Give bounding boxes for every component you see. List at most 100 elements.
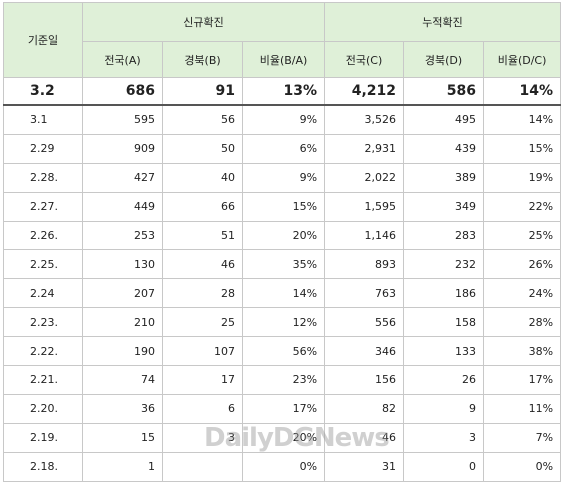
gyeongbuk-new-cell [162,451,243,482]
ratio-new-cell: 20% [241,422,326,453]
table-row: 2.29 909 50 6% 2,931 439 15% [3,133,562,164]
national-cum-cell: 893 [324,249,405,280]
gyeongbuk-cum-cell: 26 [403,365,485,395]
ratio-new-cell: 56% [241,336,326,367]
national-new-cell: 1 [82,451,163,482]
gyeongbuk-new-cell: 3 [162,422,243,453]
ratio-cum-cell: 15% [483,133,562,164]
ratio-cum-cell: 14% [483,104,562,135]
date-cell: 2.22. [3,336,83,367]
ratio-new-cell: 12% [241,307,326,338]
national-cum-cell: 4,212 [324,77,405,106]
gyeongbuk-new-cell: 46 [162,249,243,280]
table-row: 3.1 595 56 9% 3,526 495 14% [3,104,562,135]
national-new-cell: 253 [82,220,163,251]
gyeongbuk-cum-cell: 186 [403,278,485,309]
national-new-cell: 686 [82,77,163,106]
gyeongbuk-new-cell: 28 [162,278,243,309]
date-column-header: 기준일 [3,2,83,78]
date-cell: 3.2 [3,77,83,106]
date-cell: 2.26. [3,220,83,251]
date-cell: 2.27. [3,191,83,222]
ratio-cum-header: 비율(D/C) [483,41,562,78]
gyeongbuk-cum-cell: 9 [403,393,485,424]
date-cell: 2.25. [3,249,83,280]
gyeongbuk-new-cell: 91 [162,77,243,106]
table-row: 2.28. 427 40 9% 2,022 389 19% [3,162,562,193]
table-row: 2.22. 190 107 56% 346 133 38% [3,336,562,367]
ratio-cum-cell: 19% [483,162,562,193]
table-row: 2.23. 210 25 12% 556 158 28% [3,307,562,338]
national-new-cell: 210 [82,307,163,338]
national-new-cell: 15 [82,422,163,453]
table-row: 2.19. 15 3 20% 46 3 7% [3,422,562,453]
gyeongbuk-new-cell: 50 [162,133,243,164]
gyeongbuk-new-cell: 107 [162,336,243,367]
ratio-cum-cell: 17% [483,365,562,395]
national-cum-cell: 46 [324,422,405,453]
date-cell: 2.18. [3,451,83,482]
gyeongbuk-cum-cell: 439 [403,133,485,164]
ratio-cum-cell: 24% [483,278,562,309]
date-cell: 2.21. [3,365,83,395]
table-row: 2.21. 74 17 23% 156 26 17% [3,365,562,395]
ratio-new-cell: 6% [241,133,326,164]
ratio-cum-cell: 11% [483,393,562,424]
gyeongbuk-cum-header: 경북(D) [403,41,485,78]
table-row: 3.2 686 91 13% 4,212 586 14% [3,77,562,106]
ratio-cum-cell: 22% [483,191,562,222]
ratio-cum-cell: 14% [483,77,562,106]
table-body: 3.2 686 91 13% 4,212 586 14% 3.1 595 56 9% 3,526 495… [3,77,562,482]
gyeongbuk-new-cell: 25 [162,307,243,338]
national-cum-cell: 2,022 [324,162,405,193]
gyeongbuk-cum-cell: 232 [403,249,485,280]
ratio-new-cell: 13% [241,77,326,106]
gyeongbuk-new-cell: 66 [162,191,243,222]
gyeongbuk-new-cell: 6 [162,393,243,424]
national-cum-cell: 31 [324,451,405,482]
ratio-new-cell: 17% [241,393,326,424]
date-cell: 3.1 [3,104,83,135]
table-row: 2.20. 36 6 17% 82 9 11% [3,393,562,424]
date-cell: 2.19. [3,422,83,453]
national-new-cell: 36 [82,393,163,424]
date-cell: 2.28. [3,162,83,193]
gyeongbuk-cum-cell: 349 [403,191,485,222]
table-row: 2.27. 449 66 15% 1,595 349 22% [3,191,562,222]
gyeongbuk-new-header: 경북(B) [162,41,243,78]
date-cell: 2.24 [3,278,83,309]
national-new-cell: 74 [82,365,163,395]
national-new-cell: 909 [82,133,163,164]
national-new-cell: 190 [82,336,163,367]
ratio-cum-cell: 7% [483,422,562,453]
national-new-cell: 449 [82,191,163,222]
date-cell: 2.23. [3,307,83,338]
ratio-new-cell: 23% [241,365,326,395]
national-new-header: 전국(A) [82,41,163,78]
covid-stats-table: 기준일 신규확진 누적확진 전국(A) 경북(B) 비율(B/A) 전국(C) … [3,2,562,482]
gyeongbuk-cum-cell: 586 [403,77,485,106]
table-row: 2.24 207 28 14% 763 186 24% [3,278,562,309]
ratio-new-cell: 14% [241,278,326,309]
gyeongbuk-cum-cell: 3 [403,422,485,453]
table-row: 2.26. 253 51 20% 1,146 283 25% [3,220,562,251]
ratio-new-cell: 9% [241,104,326,135]
gyeongbuk-cum-cell: 389 [403,162,485,193]
ratio-cum-cell: 26% [483,249,562,280]
table-row: 2.25. 130 46 35% 893 232 26% [3,249,562,280]
date-cell: 2.29 [3,133,83,164]
gyeongbuk-new-cell: 56 [162,104,243,135]
national-cum-cell: 2,931 [324,133,405,164]
national-cum-cell: 82 [324,393,405,424]
national-new-cell: 595 [82,104,163,135]
national-new-cell: 427 [82,162,163,193]
ratio-new-cell: 15% [241,191,326,222]
gyeongbuk-cum-cell: 0 [403,451,485,482]
gyeongbuk-cum-cell: 133 [403,336,485,367]
table-row: 2.18. 1 0% 31 0 0% [3,451,562,482]
new-cases-group-header: 신규확진 [81,2,326,42]
gyeongbuk-cum-cell: 283 [403,220,485,251]
national-cum-cell: 346 [324,336,405,367]
gyeongbuk-new-cell: 17 [162,365,243,395]
gyeongbuk-cum-cell: 495 [403,104,485,135]
